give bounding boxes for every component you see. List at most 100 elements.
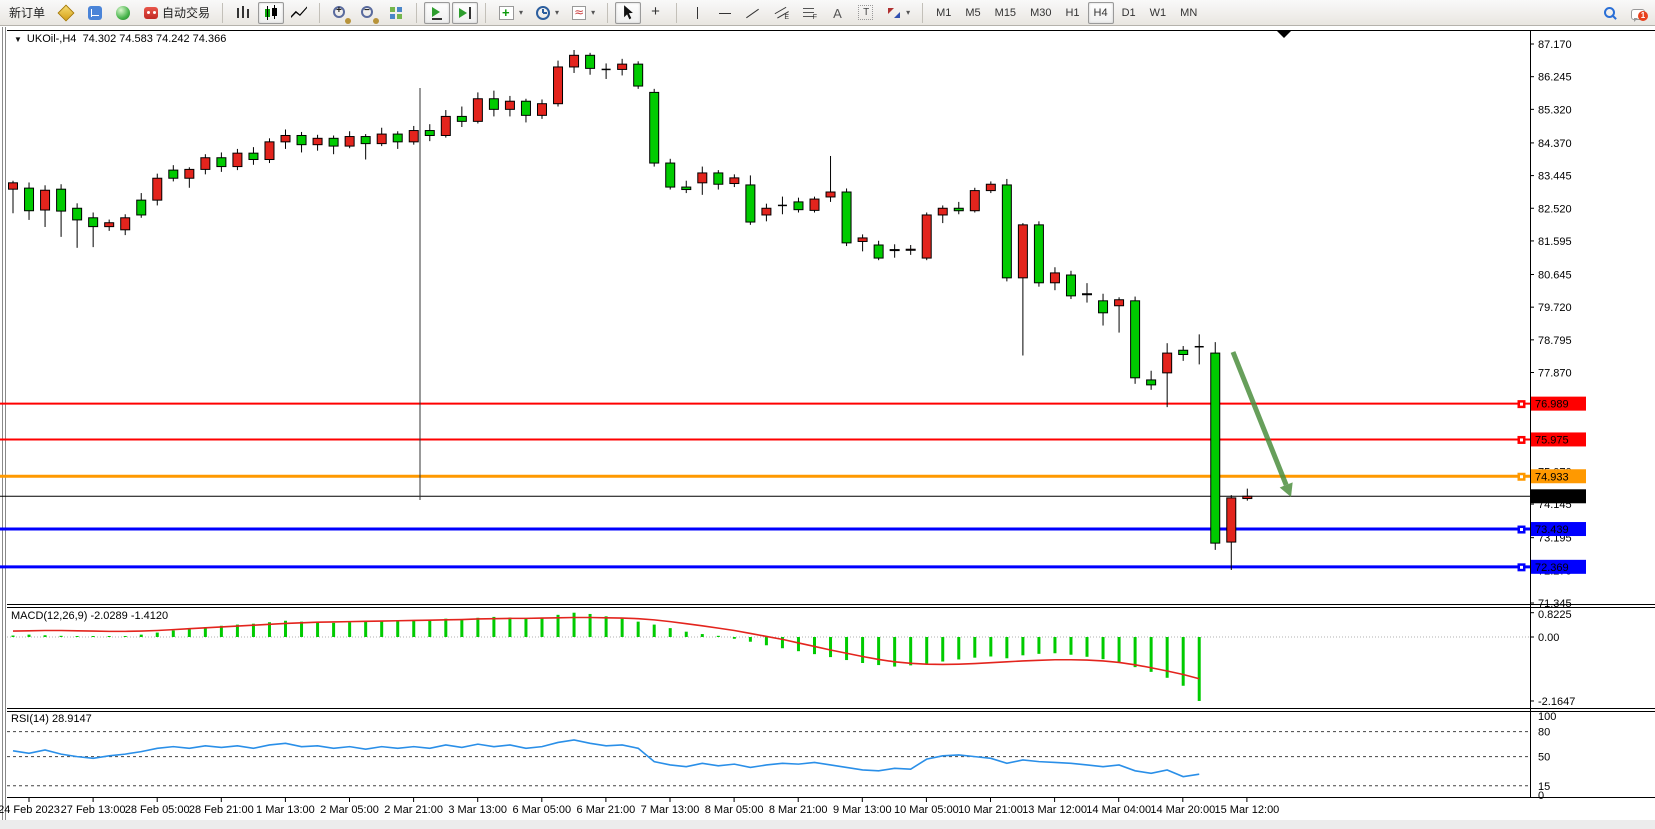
candle-body	[424, 130, 435, 136]
timeframe-W1[interactable]: W1	[1144, 2, 1173, 24]
time-tick-label: 7 Mar 13:00	[641, 804, 700, 816]
line-handle-dot	[1520, 438, 1523, 442]
candle-body	[921, 214, 932, 259]
market-watch-icon[interactable]	[110, 2, 136, 24]
indicators-icon	[499, 5, 515, 20]
price-tick-label: 71.345	[1538, 598, 1572, 610]
trend-arrow-annotation[interactable]	[1230, 351, 1289, 486]
chat-icon[interactable]: 1	[1625, 2, 1651, 24]
toolbar-separator	[676, 2, 678, 23]
toolbar-label: M30	[1030, 6, 1052, 19]
cursor-icon	[624, 5, 633, 20]
window-bottom-strip	[0, 820, 1655, 829]
macd-tick-label: 0.8225	[1538, 609, 1572, 621]
vertical-line-icon[interactable]	[684, 2, 710, 24]
chevron-down-icon[interactable]: ▾	[519, 8, 524, 17]
candlestick-chart-icon[interactable]	[258, 1, 285, 24]
metaeditor-icon[interactable]	[52, 2, 80, 24]
price-level-label-text: 75.975	[1535, 434, 1569, 446]
timeframe-D1[interactable]: D1	[1116, 2, 1142, 24]
zoom-in-icon[interactable]	[327, 2, 353, 24]
candle-body	[1162, 352, 1173, 374]
candle-body	[8, 182, 18, 190]
candle-body	[24, 187, 35, 212]
price-tick-label: 78.795	[1538, 335, 1572, 347]
timeframe-M30[interactable]: M30	[1024, 2, 1057, 24]
timeframe-M5[interactable]: M5	[959, 2, 986, 24]
chevron-down-icon[interactable]: ▾	[555, 8, 560, 17]
tile-windows-icon	[388, 4, 405, 21]
time-tick-label: 3 Mar 13:00	[448, 804, 507, 816]
candle-body	[392, 133, 403, 143]
autotrading-button[interactable]: 自动交易	[138, 2, 215, 24]
time-tick-label: 9 Mar 13:00	[833, 804, 892, 816]
chevron-down-icon[interactable]: ▾	[591, 8, 596, 17]
trendline-icon	[745, 5, 761, 21]
candle-body	[1017, 224, 1028, 279]
price-level-label-text: 72.369	[1535, 562, 1569, 574]
templates-icon[interactable]: ▾	[566, 2, 600, 24]
timeframe-M1[interactable]: M1	[930, 2, 957, 24]
timeframe-H1[interactable]: H1	[1059, 2, 1085, 24]
candle-body	[937, 207, 948, 216]
vertical-line-icon	[689, 5, 705, 21]
candle-body	[889, 249, 900, 252]
text-label-icon	[858, 5, 874, 20]
line-handle-dot	[1520, 528, 1523, 532]
time-tick-label: 27 Feb 13:00	[61, 804, 126, 816]
search-icon[interactable]	[1597, 2, 1623, 24]
candle-body	[360, 136, 371, 145]
text-icon[interactable]	[824, 2, 850, 24]
timeframe-M15[interactable]: M15	[989, 2, 1022, 24]
fibonacci-icon[interactable]	[796, 2, 822, 24]
new-order-button[interactable]: 新订单	[4, 2, 50, 24]
horizontal-line-icon	[717, 5, 733, 21]
candle-body	[825, 191, 836, 198]
zoom-out-icon[interactable]	[355, 2, 381, 24]
toolbar-label: H1	[1065, 6, 1080, 19]
macd-tick-label: -2.1647	[1538, 696, 1575, 708]
chart-shift-icon[interactable]	[452, 1, 479, 24]
price-level-label-text: 74.933	[1535, 471, 1569, 483]
text-label-icon[interactable]	[852, 2, 879, 24]
crosshair-icon[interactable]	[643, 2, 669, 24]
candle-body	[152, 177, 163, 201]
price-tick-label: 80.645	[1538, 269, 1572, 281]
candle-body	[328, 137, 339, 147]
indicators-icon[interactable]: ▾	[493, 2, 528, 24]
equidistant-channel-icon[interactable]	[768, 2, 794, 24]
time-tick-label: 15 Mar 12:00	[1214, 804, 1279, 816]
toolbar-separator	[222, 2, 224, 23]
price-tick-label: 83.445	[1538, 171, 1572, 183]
symbol-dropdown-icon[interactable]: ▼	[14, 35, 22, 44]
price-tick-label: 86.245	[1538, 72, 1572, 84]
toolbar-label: H4	[1093, 6, 1108, 19]
candle-body	[440, 115, 451, 136]
candle-body	[1114, 299, 1125, 307]
line-chart-icon[interactable]	[286, 2, 312, 24]
candle-body	[681, 186, 692, 191]
periods-icon[interactable]: ▾	[530, 2, 564, 24]
chevron-down-icon[interactable]: ▾	[906, 8, 911, 17]
cursor-icon[interactable]	[615, 1, 642, 24]
horizontal-line-icon[interactable]	[712, 2, 738, 24]
candle-body	[665, 162, 676, 188]
price-level-label	[1531, 469, 1586, 484]
timeframe-H4[interactable]: H4	[1087, 1, 1114, 24]
price-tick-label: 85.320	[1538, 104, 1572, 116]
toolbar-label: M1	[936, 6, 952, 19]
bar-chart-icon[interactable]	[230, 2, 256, 24]
rsi-tick-label: 15	[1538, 781, 1550, 793]
arrows-icon[interactable]: ▾	[881, 2, 915, 24]
toolbar-label: 自动交易	[162, 6, 211, 20]
auto-scroll-icon[interactable]	[424, 1, 451, 24]
time-tick-label: 28 Feb 05:00	[125, 804, 190, 816]
strategy-tester-icon[interactable]	[82, 2, 108, 24]
trendline-icon[interactable]	[740, 2, 766, 24]
timeframe-MN[interactable]: MN	[1174, 2, 1203, 24]
time-tick-label: 10 Mar 21:00	[958, 804, 1023, 816]
tile-windows-icon[interactable]	[383, 2, 409, 24]
toolbar-label: D1	[1121, 6, 1136, 19]
toolbar-label: M15	[994, 6, 1017, 19]
